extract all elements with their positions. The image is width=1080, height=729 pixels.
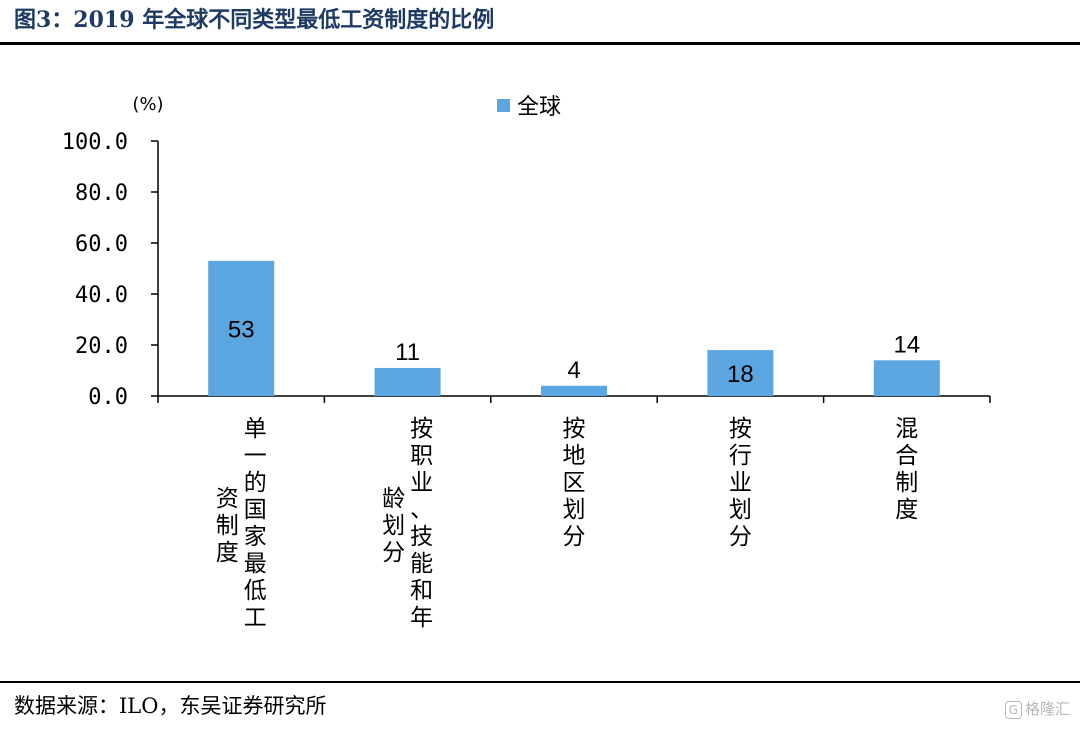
watermark: G 格隆汇: [1004, 696, 1070, 722]
legend-swatch: [497, 99, 510, 112]
category-label: 按地区划分: [563, 416, 586, 550]
legend-label: 全球: [517, 95, 561, 120]
bar: [873, 360, 940, 396]
top-rule: [0, 42, 1080, 45]
data-label: 53: [228, 316, 255, 343]
bar: [208, 260, 275, 396]
category-label: 资制度: [216, 486, 239, 566]
bar: [374, 367, 441, 396]
data-labels: 53 11 4 18 14: [228, 316, 920, 388]
bar-series: [208, 260, 940, 396]
source-note: 数据来源：ILO，东吴证券研究所: [14, 694, 327, 718]
watermark-text: 格隆汇: [1024, 700, 1070, 718]
y-tick-label: 60.0: [75, 232, 128, 257]
y-axis: 0.0 20.0 40.0 60.0 80.0 100.0(%): [62, 94, 164, 410]
bottom-rule: [0, 681, 1080, 683]
y-tick-label: 100.0: [62, 130, 128, 155]
y-axis-unit: (%): [132, 94, 163, 115]
watermark-logo-icon: G: [1004, 700, 1022, 719]
data-label: 14: [893, 331, 920, 358]
category-label: 混合制度: [895, 416, 918, 523]
data-label: 18: [727, 361, 754, 388]
bar-chart: 0.0 20.0 40.0 60.0 80.0 100.0(%) 53 11 4 18 14 单一…: [62, 94, 991, 631]
data-label: 11: [395, 339, 420, 366]
y-tick-label: 40.0: [75, 283, 128, 308]
category-label: 单一的国家最低工: [244, 416, 267, 631]
y-tick-label: 20.0: [75, 334, 128, 359]
x-axis: [157, 395, 991, 403]
category-label: 按行业划分: [729, 416, 752, 550]
category-label: 龄划分: [382, 486, 405, 566]
legend: 全球: [497, 95, 561, 120]
data-label: 4: [567, 357, 580, 384]
y-tick-label: 80.0: [75, 181, 128, 206]
bar: [541, 385, 607, 396]
y-tick-label: 0.0: [88, 385, 128, 410]
category-label: 按职业、技能和年: [410, 416, 433, 631]
figure-title: 图3：2019 年全球不同类型最低工资制度的比例: [14, 7, 495, 33]
bar: [707, 350, 774, 396]
